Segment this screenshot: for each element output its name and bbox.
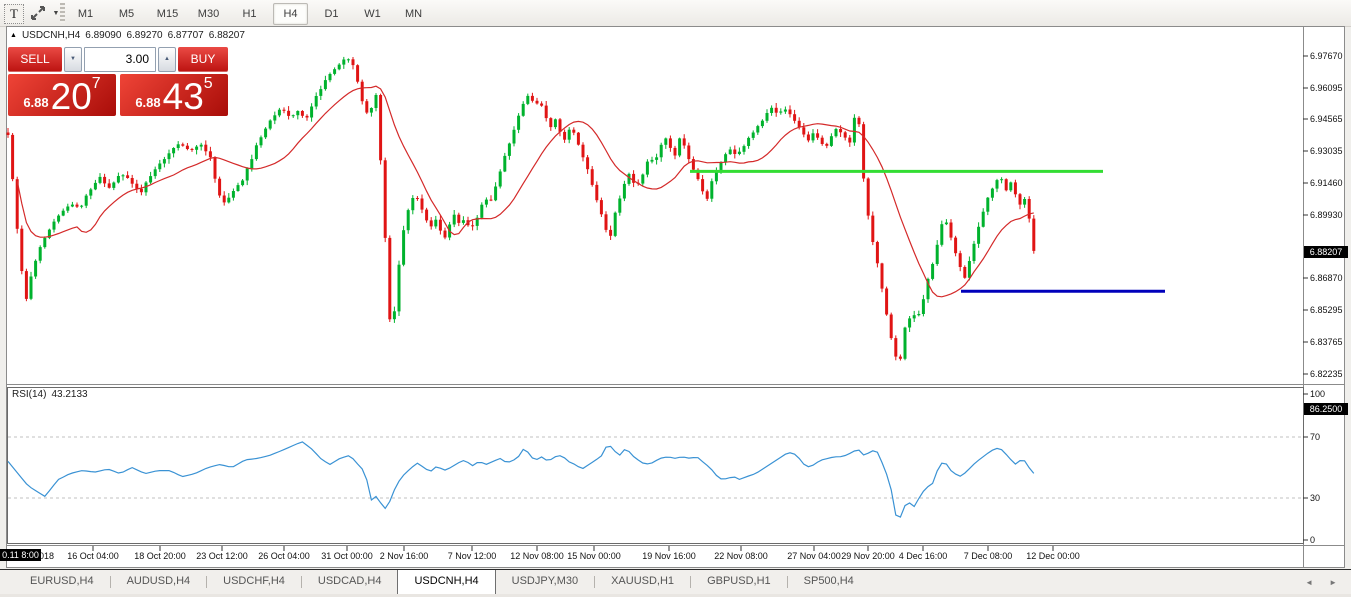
timeframe-toolbar: M1 M5 M15 M30 H1 H4 D1 W1 MN — [68, 3, 431, 25]
time-axis-label: 7 Dec 08:00 — [963, 551, 1013, 561]
tab-usdjpy-m30[interactable]: USDJPY,M30 — [511, 575, 579, 587]
text-tool-button[interactable]: T — [4, 4, 24, 24]
current-price-marker: 6.88207 — [1304, 246, 1348, 258]
timeframe-button-h4[interactable]: H4 — [273, 3, 308, 25]
time-axis-label: 19 Nov 16:00 — [642, 551, 696, 561]
time-axis-label: 12 Nov 08:00 — [510, 551, 564, 561]
tool-dropdown-caret-icon[interactable]: ▼ — [52, 9, 60, 17]
sell-quote-button[interactable]: 6.88 20 7 — [8, 74, 116, 116]
tab-scroll-right-icon[interactable]: ► — [1329, 577, 1337, 587]
time-axis-label: 31 Oct 00:00 — [321, 551, 373, 561]
sell-quote-prefix: 6.88 — [23, 95, 49, 110]
time-axis-label: 15 Nov 00:00 — [567, 551, 621, 561]
buy-quote-pips: 43 — [162, 76, 204, 117]
timeframe-button-m5[interactable]: M5 — [118, 8, 135, 20]
time-axis-label: 18 Oct 20:00 — [134, 551, 186, 561]
buy-quote-point: 5 — [203, 75, 213, 92]
time-axis-label: 4 Dec 16:00 — [898, 551, 948, 561]
chart-symbol-label: USDCNH,H4 — [21, 30, 81, 41]
tab-sp500-h4[interactable]: SP500,H4 — [803, 575, 854, 587]
ohlc-close: 6.88207 — [208, 30, 245, 41]
time-axis-label: 2 Nov 16:00 — [379, 551, 429, 561]
timeframe-button-m15[interactable]: M15 — [156, 8, 179, 20]
rsi-axis-label: 0 — [1310, 535, 1316, 545]
tab-divider — [109, 576, 111, 588]
tab-eurusd-h4[interactable]: EURUSD,H4 — [30, 575, 94, 587]
price-axis-label: 6.86870 — [1310, 273, 1343, 283]
chart-tab-bar: EURUSD,H4 AUDUSD,H4 USDCHF,H4 USDCAD,H4 USDC… — [0, 569, 1351, 594]
timeframe-button-mn[interactable]: MN — [404, 8, 423, 20]
rsi-axis-label: 30 — [1310, 493, 1321, 503]
tab-divider — [300, 576, 302, 588]
time-axis-label: 23 Oct 12:00 — [196, 551, 248, 561]
tab-divider — [594, 576, 596, 588]
buy-quote-button[interactable]: 6.88 43 5 — [120, 74, 228, 116]
tab-xauusd-h1[interactable]: XAUUSD,H1 — [611, 575, 675, 587]
price-axis-label: 6.82235 — [1310, 369, 1343, 379]
time-axis-label: 27 Nov 04:00 — [787, 551, 841, 561]
volume-decrease-button[interactable]: ▼ — [64, 47, 82, 72]
toolbar: T ▼ M1 M5 M15 M30 H1 H4 D1 W1 MN — [0, 0, 1351, 27]
tab-divider — [206, 576, 208, 588]
timeframe-button-w1[interactable]: W1 — [364, 8, 381, 20]
time-axis-label: 12 Dec 00:00 — [1026, 551, 1080, 561]
timeframe-button-m30[interactable]: M30 — [197, 8, 220, 20]
sell-button[interactable]: SELL — [8, 47, 62, 72]
tab-audusd-h4[interactable]: AUDUSD,H4 — [126, 575, 191, 587]
timeframe-button-m1[interactable]: M1 — [77, 8, 94, 20]
timeframe-button-d1[interactable]: D1 — [324, 8, 339, 20]
rsi-axis-label: 70 — [1310, 432, 1321, 442]
sell-quote-pips: 20 — [50, 76, 92, 117]
collapse-marker-icon[interactable]: ▲ — [10, 32, 17, 39]
tab-divider — [786, 576, 788, 588]
time-axis-label: 7 Nov 12:00 — [447, 551, 497, 561]
tab-gbpusd-h1[interactable]: GBPUSD,H1 — [707, 575, 771, 587]
rsi-value: 43.2133 — [51, 389, 88, 400]
time-axis-label: 26 Oct 04:00 — [258, 551, 310, 561]
price-axis-label: 6.97670 — [1310, 51, 1343, 61]
tab-usdcnh-h4[interactable]: USDCNH,H4 — [397, 570, 496, 594]
rsi-name: RSI(14) — [12, 389, 47, 400]
tab-usdcad-h4[interactable]: USDCAD,H4 — [317, 575, 382, 587]
arrows-tool-icon[interactable] — [27, 4, 49, 22]
price-axis-label: 6.91460 — [1310, 178, 1343, 188]
volume-increase-button[interactable]: ▲ — [158, 47, 176, 72]
timeframe-button-h1[interactable]: H1 — [242, 8, 257, 20]
rsi-level-marker: 86.2500 — [1304, 403, 1348, 415]
sell-quote-point: 7 — [91, 75, 101, 92]
ohlc-high: 6.89270 — [126, 30, 163, 41]
time-axis-label: 29 Nov 20:00 — [841, 551, 895, 561]
buy-button[interactable]: BUY — [178, 47, 228, 72]
time-axis-label: 22 Nov 08:00 — [714, 551, 768, 561]
price-axis-label: 6.83765 — [1310, 337, 1343, 347]
toolbar-grip[interactable] — [60, 3, 65, 23]
price-axis-label: 6.89930 — [1310, 210, 1343, 220]
rsi-indicator-header: RSI(14) 43.2133 — [12, 389, 88, 400]
price-axis-label: 6.93035 — [1310, 146, 1343, 156]
price-axis-label: 6.94565 — [1310, 114, 1343, 124]
chart-tabs: EURUSD,H4 AUDUSD,H4 USDCHF,H4 USDCAD,H4 USDC… — [14, 570, 870, 594]
ohlc-low: 6.87707 — [167, 30, 204, 41]
chart-header: ▲ USDCNH,H4 6.89090 6.89270 6.87707 6.88… — [10, 30, 245, 41]
volume-input[interactable]: 3.00 — [84, 47, 156, 72]
time-marker: 0.11 8:00 — [0, 549, 41, 561]
buy-quote-prefix: 6.88 — [135, 95, 161, 110]
tab-usdchf-h4[interactable]: USDCHF,H4 — [223, 575, 285, 587]
price-axis-label: 6.96095 — [1310, 83, 1343, 93]
tab-divider — [690, 576, 692, 588]
one-click-trading-panel: SELL ▼ 3.00 ▲ BUY 6.88 20 7 6.88 43 5 — [8, 47, 228, 116]
tab-scroll-left-icon[interactable]: ◄ — [1305, 577, 1314, 587]
time-axis-label: 018 — [39, 551, 55, 561]
rsi-axis-label: 100 — [1310, 389, 1326, 399]
time-axis-label: 16 Oct 04:00 — [67, 551, 119, 561]
price-axis-label: 6.85295 — [1310, 305, 1343, 315]
ohlc-open: 6.89090 — [85, 30, 122, 41]
